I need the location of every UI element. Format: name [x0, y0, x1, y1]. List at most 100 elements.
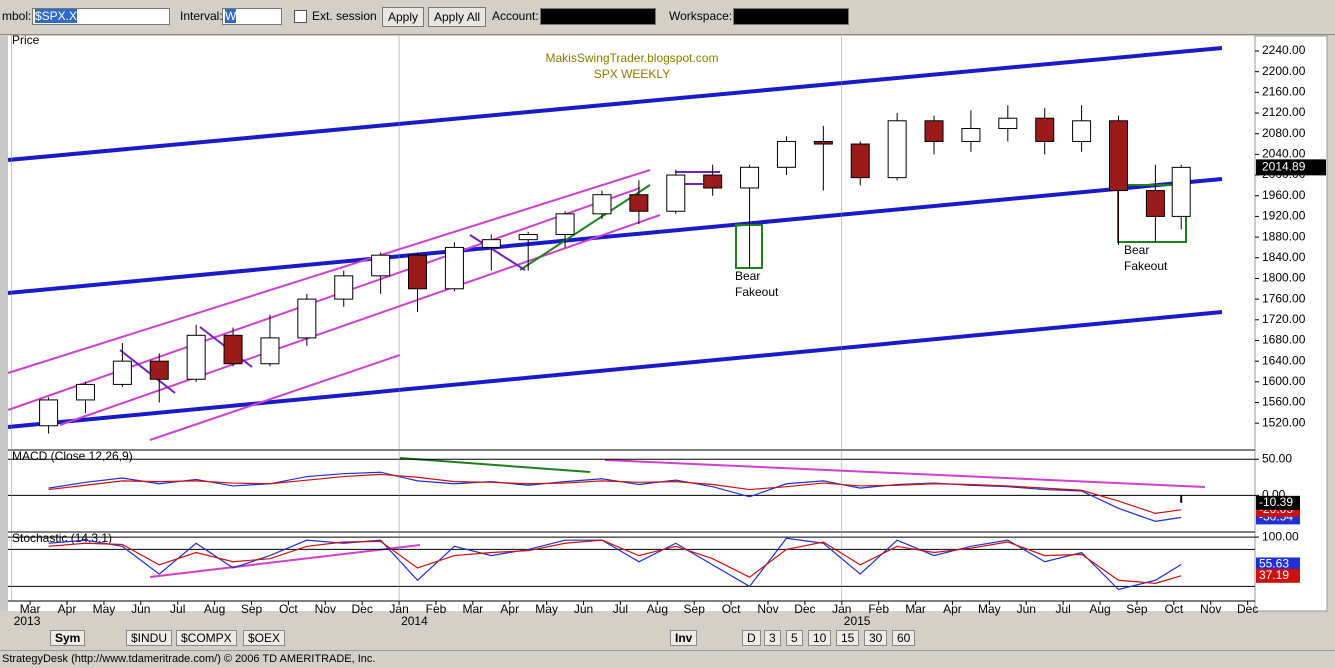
tab[interactable]: Sym — [50, 630, 86, 646]
tab[interactable]: Inv — [670, 630, 698, 646]
x-tick-label: Jun — [574, 602, 593, 616]
y-tick-label: 1520.00 — [1262, 415, 1306, 429]
toolbar: mbol: $SPX.X Interval: W Ext. session Ap… — [0, 0, 1335, 35]
value-box — [1256, 557, 1300, 572]
year-label: 2015 — [844, 614, 871, 628]
value-box — [1256, 495, 1300, 510]
y-tick-label: 2120.00 — [1262, 105, 1306, 119]
period[interactable]: 60 — [892, 630, 916, 646]
value-label: -10.39 — [1259, 495, 1293, 509]
side-strip — [0, 36, 8, 611]
x-tick-label: Mar — [905, 602, 926, 616]
period[interactable]: 10 — [808, 630, 832, 646]
candle-body — [112, 360, 132, 385]
x-tick-label: Oct — [722, 602, 741, 616]
y-tick-label: 1840.00 — [1262, 250, 1306, 264]
x-tick-label: Jan — [389, 602, 408, 616]
y-tick-label: 2240.00 — [1262, 43, 1306, 57]
y-tick-label: 2160.00 — [1262, 85, 1306, 99]
y-tick-label: 1880.00 — [1262, 229, 1306, 243]
y-tick-label: 1720.00 — [1262, 312, 1306, 326]
candle-body — [924, 120, 944, 142]
y-tick-label: 1760.00 — [1262, 291, 1306, 305]
x-tick-label: Nov — [757, 602, 778, 616]
tab[interactable]: $INDU — [126, 630, 173, 646]
y-tick-label: 1800.00 — [1262, 271, 1306, 285]
period[interactable]: 15 — [836, 630, 860, 646]
x-tick-label: Feb — [868, 602, 889, 616]
candle-body — [1108, 120, 1128, 192]
candle-body — [1035, 117, 1055, 142]
candle-body — [39, 399, 59, 427]
x-tick-label: Jan — [832, 602, 851, 616]
x-tick-label: May — [978, 602, 1001, 616]
x-tick-label: Apr — [943, 602, 962, 616]
annotation: Bear — [735, 269, 760, 283]
candle-body — [850, 143, 870, 179]
x-tick-label: Jul — [613, 602, 628, 616]
x-tick-label: Dec — [1237, 602, 1258, 616]
period[interactable]: 5 — [786, 630, 803, 646]
candle-body — [371, 254, 391, 277]
candle-body — [703, 174, 723, 189]
candle-body — [481, 239, 501, 248]
label: Account: — [492, 9, 539, 23]
annotation: Fakeout — [735, 285, 779, 299]
y-tick-label: 1600.00 — [1262, 374, 1306, 388]
chart-subtitle: SPX WEEKLY — [594, 67, 670, 81]
x-tick-label: Sep — [241, 602, 263, 616]
candle-body — [629, 194, 649, 212]
candle-body — [75, 383, 95, 401]
x-tick-label: Dec — [352, 602, 373, 616]
y-tick-label: 2040.00 — [1262, 147, 1306, 161]
panel-label: Price — [12, 34, 40, 47]
candle-body — [518, 234, 538, 241]
candle-body — [297, 298, 317, 339]
checkbox[interactable] — [294, 10, 307, 23]
apply-all-button[interactable]: Apply All — [428, 7, 487, 27]
account-select[interactable] — [540, 8, 656, 25]
x-tick-label: May — [93, 602, 116, 616]
y-tick-label: 1680.00 — [1262, 333, 1306, 347]
x-tick-label: Sep — [1126, 602, 1148, 616]
candle-body — [740, 166, 760, 189]
value-label: 55.63 — [1259, 557, 1289, 571]
x-tick-label: Dec — [794, 602, 815, 616]
x-tick-label: Mar — [463, 602, 484, 616]
x-tick-label: Oct — [279, 602, 298, 616]
period[interactable]: 30 — [864, 630, 888, 646]
interval-select[interactable]: W — [222, 8, 282, 25]
candle-body — [776, 140, 796, 168]
plot-bg — [8, 36, 1255, 611]
channel-lines — [7, 169, 1206, 578]
panel-label: Stochastic (14,3,1) — [12, 531, 112, 545]
candle-body — [334, 275, 354, 300]
symbol-input[interactable]: $SPX.X — [32, 8, 170, 25]
indicator-line — [48, 539, 1182, 584]
y-tick-label: 1960.00 — [1262, 188, 1306, 202]
candle-body — [555, 213, 575, 236]
label: mbol: — [2, 9, 32, 23]
chart: Price 1520.00 1560.00 1600.00 1640.00 1680.00… — [0, 34, 1328, 628]
period[interactable]: D — [742, 630, 761, 646]
apply-button[interactable]: Apply — [382, 7, 425, 27]
candle-body — [1072, 120, 1092, 142]
candle-body — [666, 174, 686, 212]
y-tick-label: 100.00 — [1262, 529, 1299, 543]
tab[interactable]: $COMPX — [176, 630, 237, 646]
workspace-select[interactable] — [733, 8, 849, 25]
candle-body — [961, 128, 981, 142]
x-tick-label: Aug — [204, 602, 225, 616]
candle-body — [1145, 190, 1165, 217]
x-tick-label: Aug — [647, 602, 668, 616]
period[interactable]: 3 — [764, 630, 781, 646]
candle-body — [408, 254, 428, 290]
tab[interactable]: $OEX — [243, 630, 286, 646]
x-tick-label: Aug — [1089, 602, 1110, 616]
candle-body — [813, 140, 833, 145]
x-tick-label: Oct — [1164, 602, 1183, 616]
annotation: Fakeout — [1124, 259, 1168, 273]
value-label: 37.19 — [1259, 568, 1289, 582]
label: Interval: — [180, 9, 223, 23]
status-bar: StrategyDesk (http://www.tdameritrade.co… — [0, 650, 1335, 668]
